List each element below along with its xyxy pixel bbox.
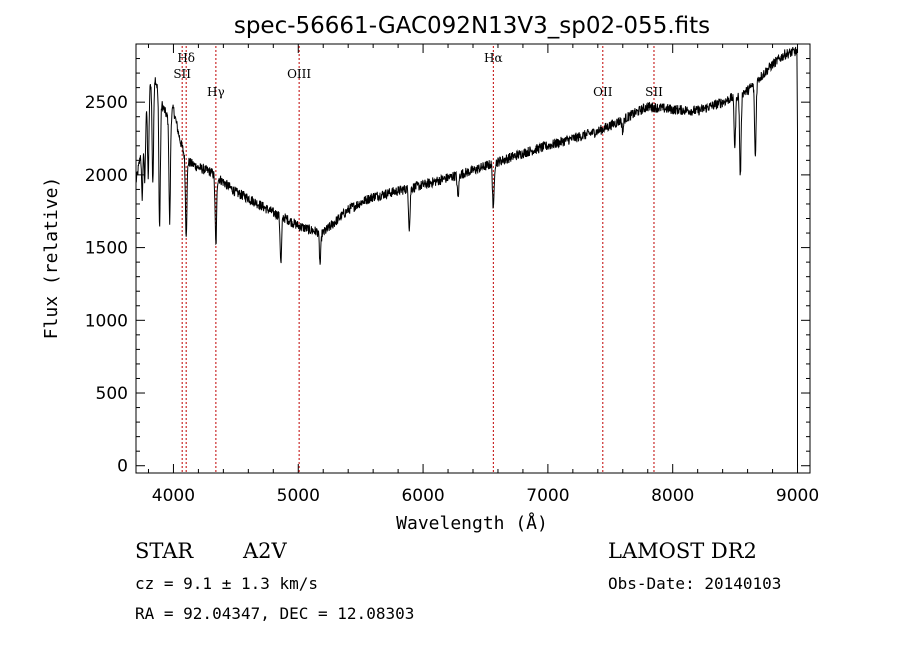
obs-date: Obs-Date: 20140103 — [608, 574, 781, 593]
reference-line-label: OII — [593, 85, 613, 99]
reference-lines: Hδ SII Hγ OIII Hα OII SII — [173, 46, 663, 473]
reference-line-label: OIII — [287, 67, 311, 81]
y-tick-label: 0 — [117, 457, 128, 477]
x-tick-label: 6000 — [401, 486, 444, 506]
redshift-value: cz = 9.1 ± 1.3 km/s — [135, 574, 318, 593]
y-tick-label: 2500 — [85, 93, 128, 113]
reference-line-label: SII — [173, 67, 191, 81]
x-axis-label: Wavelength (Å) — [396, 512, 548, 534]
y-axis-ticks: 0 500 1000 1500 2000 2500 — [85, 58, 810, 477]
x-tick-label: 5000 — [277, 486, 320, 506]
x-tick-label: 7000 — [526, 486, 569, 506]
x-tick-label: 8000 — [651, 486, 694, 506]
y-axis-label: Flux (relative) — [41, 177, 62, 340]
reference-line-label: Hδ — [177, 51, 195, 65]
survey-name: LAMOST DR2 — [608, 539, 757, 563]
chart-title: spec-56661-GAC092N13V3_sp02-055.fits — [234, 13, 710, 39]
spectrum-line — [135, 46, 798, 466]
reference-line-label: Hγ — [207, 85, 225, 99]
x-tick-label: 4000 — [152, 486, 195, 506]
y-tick-label: 1000 — [85, 311, 128, 331]
reference-line-label: Hα — [484, 51, 503, 65]
reference-line-label: SII — [645, 85, 663, 99]
coordinates: RA = 92.04347, DEC = 12.08303 — [135, 604, 414, 623]
y-tick-label: 2000 — [85, 166, 128, 186]
object-class: STAR — [135, 539, 194, 563]
x-axis-ticks: 4000 5000 6000 7000 8000 9000 — [147, 44, 819, 506]
spectrum-series — [135, 46, 798, 466]
y-tick-label: 500 — [96, 384, 128, 404]
object-subclass: A2V — [242, 539, 288, 563]
x-tick-label: 9000 — [776, 486, 819, 506]
y-tick-label: 1500 — [85, 239, 128, 259]
